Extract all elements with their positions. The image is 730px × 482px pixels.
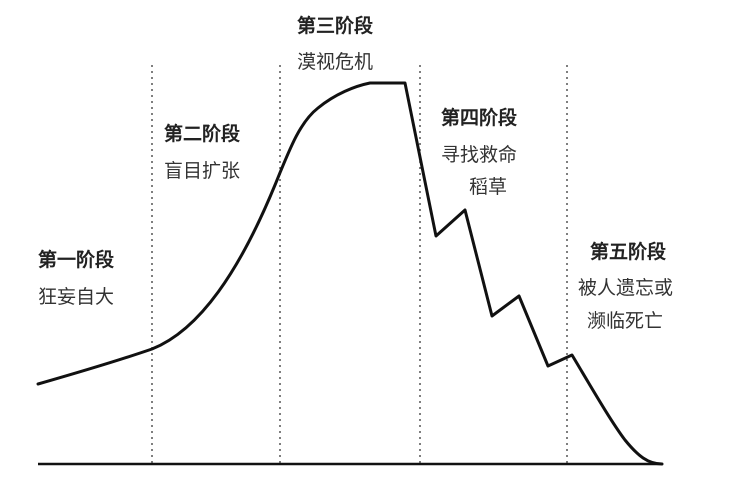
stage-dividers (151, 65, 568, 463)
stage-5: 第五阶段 被人遗忘或 濒临死亡 (578, 240, 673, 332)
stage-1: 第一阶段 狂妄自大 (38, 248, 115, 308)
stage-1-title: 第一阶段 (38, 248, 115, 271)
stage-5-desc-line-1: 被人遗忘或 (578, 277, 673, 299)
stage-4: 第四阶段 寻找救命 稻草 (441, 106, 518, 198)
stage-5-desc-line-2: 濒临死亡 (587, 310, 663, 332)
lifecycle-curve (36, 81, 664, 466)
stage-3: 第三阶段 漠视危机 (297, 14, 374, 73)
stage-2-desc-line-1: 盲目扩张 (164, 160, 240, 182)
stage-5-title: 第五阶段 (590, 240, 667, 263)
stage-4-desc-line-1: 寻找救命 (441, 144, 517, 166)
stage-3-desc-line-1: 漠视危机 (297, 51, 373, 73)
stage-1-desc-line-1: 狂妄自大 (38, 286, 114, 308)
stage-2-title: 第二阶段 (164, 122, 241, 145)
stage-4-desc-line-2: 稻草 (469, 176, 507, 198)
stage-2: 第二阶段 盲目扩张 (164, 122, 241, 182)
stage-4-title: 第四阶段 (441, 106, 518, 129)
stage-3-title: 第三阶段 (297, 14, 374, 37)
